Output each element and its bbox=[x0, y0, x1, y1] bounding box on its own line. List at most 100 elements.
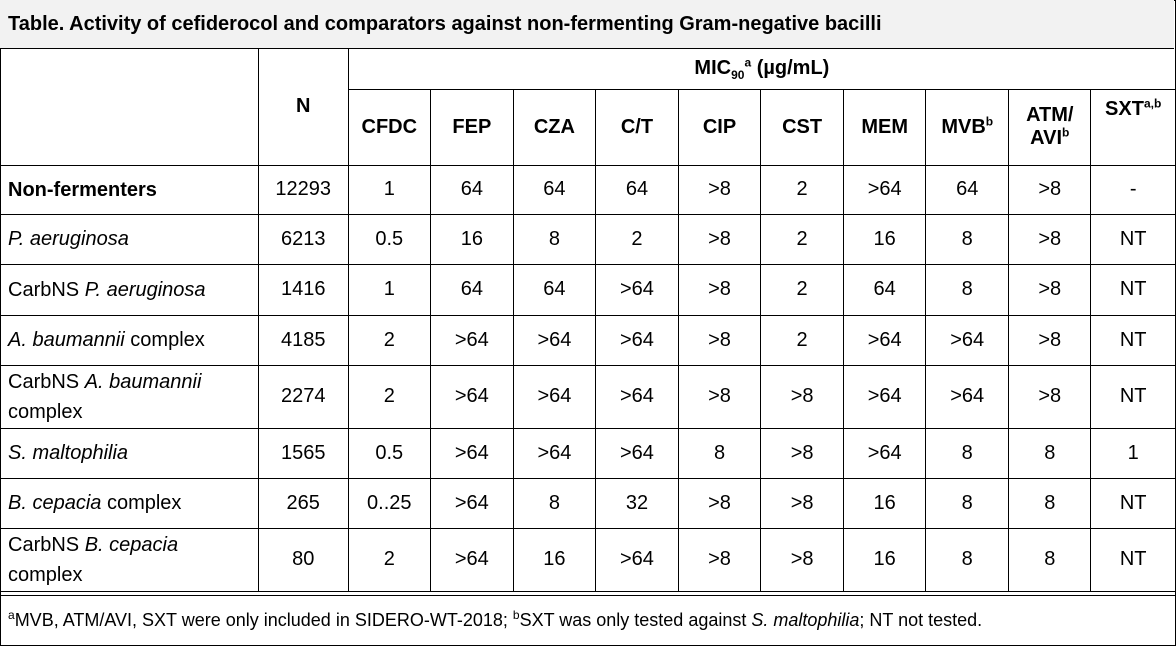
mic-value: >8 bbox=[1008, 164, 1092, 215]
header-mic: MIC90a (µg/mL) bbox=[347, 49, 1175, 90]
column-label: ATM/ bbox=[1026, 104, 1074, 126]
table-title-bar: Table. Activity of cefiderocol and compa… bbox=[0, 0, 1174, 49]
mic-value: 1 bbox=[347, 164, 431, 215]
footnote-italic: S. maltophilia bbox=[751, 610, 860, 630]
table-row: CarbNS B. cepacia complex 80 2 >64 16 >64 >8 >8 1… bbox=[0, 527, 1175, 592]
mic-value: >8 bbox=[677, 314, 762, 366]
mic-value: >8 bbox=[760, 364, 845, 429]
row-organism: CarbNS A. baumannii complex bbox=[0, 364, 259, 429]
column-label: CZA bbox=[533, 115, 575, 138]
mic-value: - bbox=[1090, 164, 1175, 215]
mic-value: >8 bbox=[1008, 263, 1092, 316]
column-header-sxt: SXTa,b bbox=[1090, 88, 1175, 166]
column-header-atm: ATM/AVIb bbox=[1008, 88, 1092, 166]
footnote-text: aMVB, ATM/AVI, SXT were only included in… bbox=[8, 608, 983, 631]
mic-value: >64 bbox=[429, 314, 514, 366]
row-organism: Non-fermenters bbox=[0, 164, 259, 215]
organism-italic: S. maltophilia bbox=[8, 442, 129, 464]
organism-italic: P. aeruginosa bbox=[84, 278, 206, 301]
header-n: N bbox=[257, 49, 349, 166]
mic-value: >8 bbox=[677, 527, 762, 592]
mic-unit: (µg/mL) bbox=[751, 57, 830, 80]
mic-table: N MIC90a (µg/mL) CFDC FEP CZA C/T CIP CST MEM M… bbox=[0, 49, 1175, 592]
mic-value: >64 bbox=[429, 364, 514, 429]
mic-value: 2 bbox=[594, 213, 680, 265]
column-label-line2: AVI bbox=[1030, 127, 1063, 149]
organism-italic: P. aeruginosa bbox=[8, 228, 129, 250]
row-n: 12293 bbox=[257, 164, 349, 215]
mic-value: 2 bbox=[347, 527, 431, 592]
table-row: CarbNS P. aeruginosa 1416 1 64 64 >64 >8 2 64 8 >8… bbox=[0, 263, 1175, 316]
column-header-cip: CIP bbox=[677, 88, 762, 166]
table-row: CarbNS A. baumannii complex 2274 2 >64 >64 >64… bbox=[0, 364, 1175, 429]
mic-value: >64 bbox=[594, 427, 680, 479]
mic-value: 2 bbox=[760, 164, 845, 215]
mic-value: 8 bbox=[512, 213, 596, 265]
mic-value: >64 bbox=[429, 527, 514, 592]
mic-value: >64 bbox=[925, 314, 1010, 366]
mic-value: >64 bbox=[429, 477, 514, 529]
table-body: Non-fermenters 12293 1 64 64 64 >8 2 >64 64 >8- P. … bbox=[0, 164, 1175, 592]
mic-value: 8 bbox=[512, 477, 596, 529]
column-label: CIP bbox=[702, 115, 737, 138]
organism-italic: B. cepacia bbox=[84, 533, 179, 556]
footnote-part2: SXT was only tested against bbox=[519, 610, 752, 630]
mic-value: 0.5 bbox=[347, 213, 431, 265]
mic-value: 0.5 bbox=[347, 427, 431, 479]
mic-value: 8 bbox=[925, 213, 1010, 265]
mic-value: 8 bbox=[1008, 527, 1092, 592]
mic-value: 2 bbox=[760, 213, 845, 265]
mic-value: >64 bbox=[594, 364, 680, 429]
mic-value: >8 bbox=[760, 477, 845, 529]
mic-value: NT bbox=[1090, 263, 1175, 316]
row-organism: B. cepacia complex bbox=[0, 477, 259, 529]
column-header-cfdc: CFDC bbox=[347, 88, 431, 166]
column-header-cza: CZA bbox=[512, 88, 596, 166]
mic-value: 8 bbox=[925, 527, 1010, 592]
mic-value: 64 bbox=[925, 164, 1010, 215]
mic-value: >8 bbox=[677, 263, 762, 316]
footnote-part3: ; NT not tested. bbox=[859, 610, 983, 630]
footnote-sup-a: a bbox=[8, 608, 15, 622]
mic-value: 2 bbox=[760, 263, 845, 316]
row-organism: CarbNS B. cepacia complex bbox=[0, 527, 259, 592]
mic-value: 0..25 bbox=[347, 477, 431, 529]
organism-pre: CarbNS bbox=[8, 533, 85, 556]
mic-value: 8 bbox=[925, 477, 1010, 529]
table-title: Table. Activity of cefiderocol and compa… bbox=[8, 13, 882, 35]
column-header-fep: FEP bbox=[429, 88, 514, 166]
row-n: 1416 bbox=[257, 263, 349, 316]
organism-italic: A. baumannii bbox=[8, 329, 125, 351]
mic-value: >8 bbox=[677, 477, 762, 529]
mic-value: >64 bbox=[594, 527, 680, 592]
mic-value: 2 bbox=[760, 314, 845, 366]
mic-value: >8 bbox=[760, 527, 845, 592]
mic-value: 64 bbox=[512, 263, 596, 316]
mic-value: >64 bbox=[429, 427, 514, 479]
mic-value: 8 bbox=[925, 427, 1010, 479]
column-label: FEP bbox=[452, 115, 492, 138]
column-header-ct: C/T bbox=[594, 88, 680, 166]
mic-value: 64 bbox=[512, 164, 596, 215]
mic-value: >64 bbox=[843, 364, 927, 429]
mic-value: >8 bbox=[760, 427, 845, 479]
column-superscript: b bbox=[985, 113, 994, 128]
organism-line2: complex bbox=[8, 400, 83, 423]
column-label: C/T bbox=[620, 115, 654, 138]
column-superscript: b bbox=[1062, 125, 1070, 140]
organism-pre: Non-fermenters bbox=[8, 178, 157, 201]
column-label: SXT bbox=[1105, 97, 1144, 120]
mic-value: >8 bbox=[1008, 364, 1092, 429]
row-organism: S. maltophilia bbox=[0, 427, 259, 479]
row-organism: CarbNS P. aeruginosa bbox=[0, 263, 259, 316]
mic-value: >64 bbox=[594, 263, 680, 316]
mic-label: MIC bbox=[694, 57, 732, 80]
organism-post: complex bbox=[101, 492, 182, 514]
column-label: MVB bbox=[941, 115, 986, 138]
mic-value: 8 bbox=[1008, 427, 1092, 479]
organism-italic: B. cepacia bbox=[8, 492, 102, 514]
mic-superscript: a bbox=[744, 55, 752, 70]
mic-value: NT bbox=[1090, 527, 1175, 592]
mic-value: >64 bbox=[594, 314, 680, 366]
row-n: 80 bbox=[257, 527, 349, 592]
